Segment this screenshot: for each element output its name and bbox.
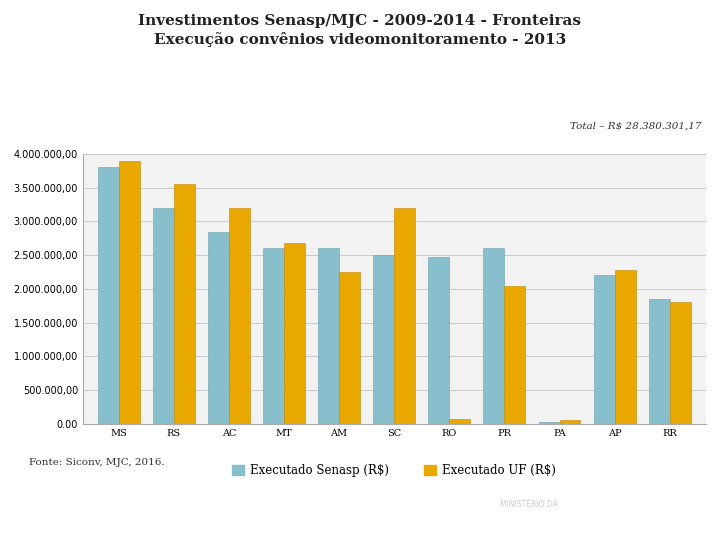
Text: MINISTÉRIO DA: MINISTÉRIO DA (500, 500, 558, 509)
Text: JUSTIÇA: JUSTIÇA (500, 517, 568, 532)
Bar (208, 232, 229, 424)
Text: SENASP: SENASP (18, 498, 84, 512)
Bar (119, 160, 140, 424)
Text: Secretaria Nacional de Segurança Pública: Secretaria Nacional de Segurança Pública (18, 521, 222, 531)
Bar (395, 208, 415, 424)
Text: Total – R$ 28.380.301,17: Total – R$ 28.380.301,17 (570, 122, 702, 131)
Bar (153, 208, 174, 424)
Bar (594, 275, 615, 424)
Text: Execução convênios videomonitoramento - 2013: Execução convênios videomonitoramento - … (154, 32, 566, 48)
Bar (670, 302, 690, 424)
Bar (559, 420, 580, 424)
Bar (649, 299, 670, 424)
Text: Investimentos Senasp/MJC - 2009-2014 - Fronteiras: Investimentos Senasp/MJC - 2009-2014 - F… (138, 14, 582, 28)
Bar (373, 255, 395, 424)
Bar (615, 270, 636, 424)
Bar (505, 286, 526, 424)
Bar (318, 248, 339, 424)
Bar (484, 248, 505, 424)
Bar (98, 167, 119, 424)
Bar (229, 208, 250, 424)
Bar (339, 272, 360, 424)
Bar (284, 243, 305, 424)
Bar (449, 419, 470, 424)
Bar (428, 256, 449, 424)
Bar (539, 422, 559, 424)
Legend: Executado Senasp (R$), Executado UF (R$): Executado Senasp (R$), Executado UF (R$) (228, 459, 561, 482)
Text: Fonte: Siconv, MJC, 2016.: Fonte: Siconv, MJC, 2016. (29, 458, 164, 467)
Bar (174, 184, 194, 424)
Bar (263, 248, 284, 424)
